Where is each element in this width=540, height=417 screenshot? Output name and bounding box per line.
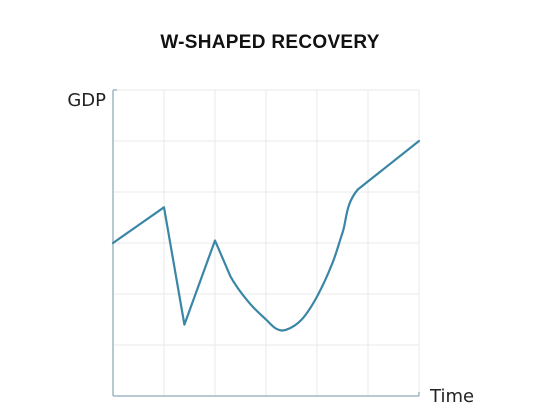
grid-layer bbox=[113, 89, 420, 396]
y-axis-label: GDP bbox=[67, 90, 106, 111]
x-axis-label: Time bbox=[429, 386, 474, 407]
series-layer bbox=[111, 139, 421, 332]
series-line bbox=[111, 139, 421, 332]
chart-title: W-SHAPED RECOVERY bbox=[160, 32, 379, 53]
